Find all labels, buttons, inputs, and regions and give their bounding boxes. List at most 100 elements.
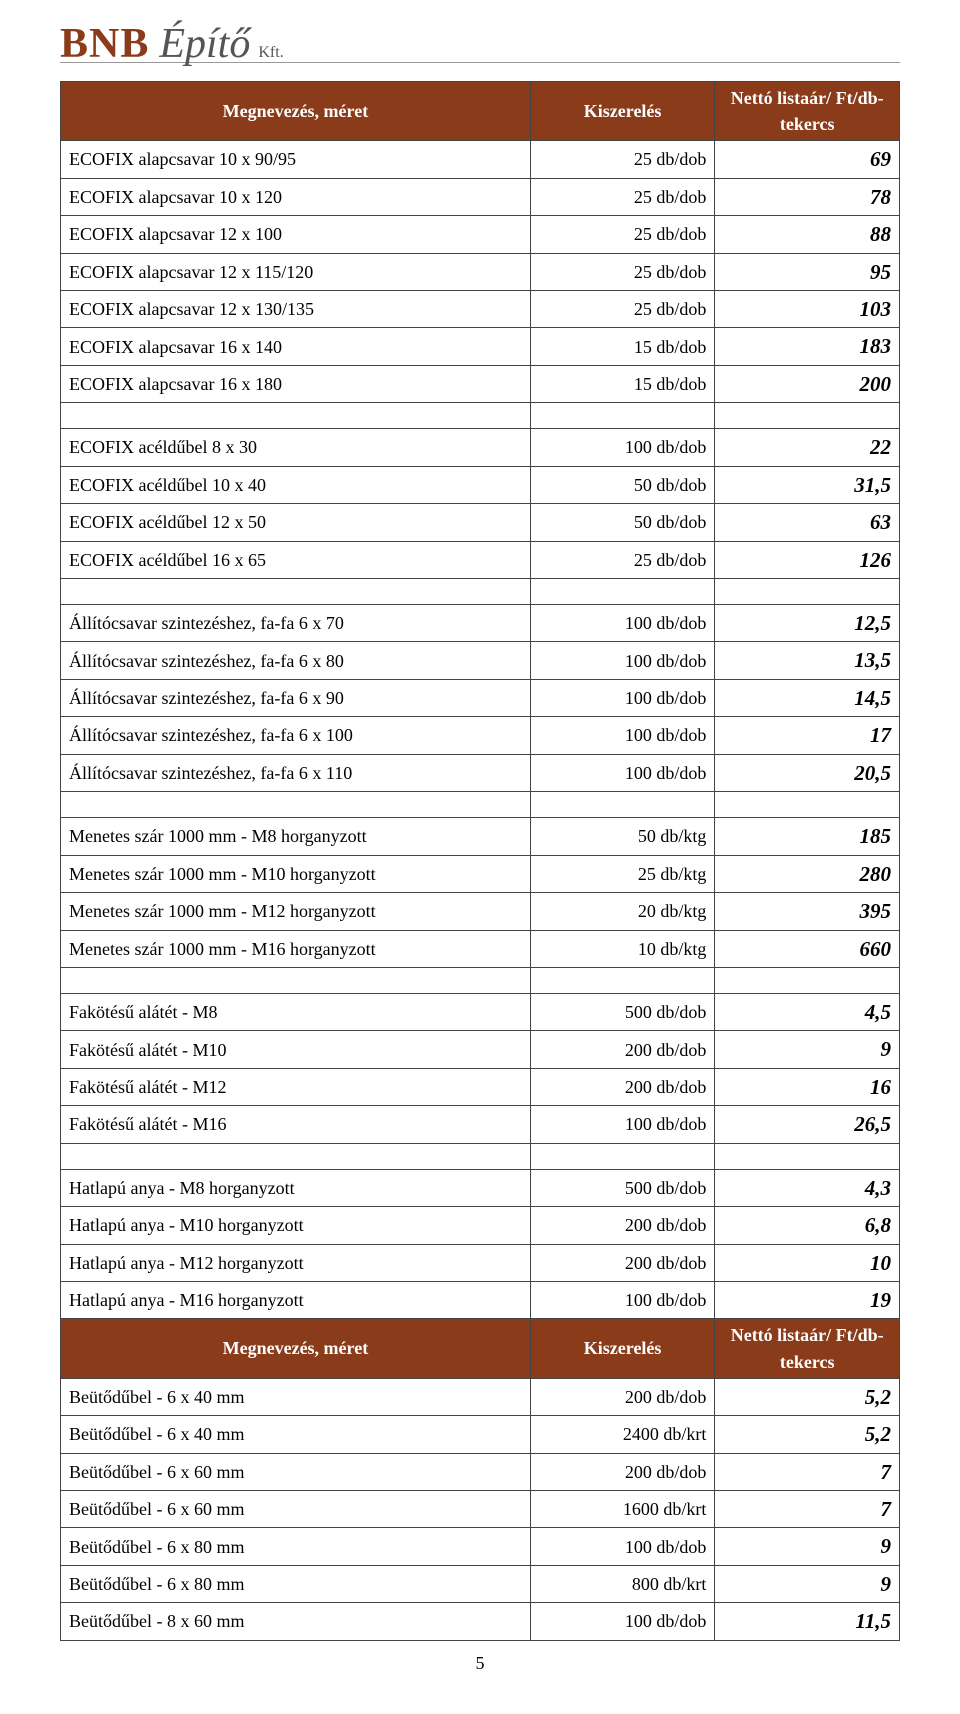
spacer-row — [61, 967, 900, 993]
empty-cell — [61, 967, 531, 993]
table-row: Beütődűbel - 6 x 60 mm200 db/dob7 — [61, 1453, 900, 1490]
packaging-cell: 15 db/dob — [530, 328, 715, 365]
product-name-cell: ECOFIX acéldűbel 10 x 40 — [61, 466, 531, 503]
price-cell: 13,5 — [715, 642, 900, 679]
price-cell: 9 — [715, 1031, 900, 1068]
product-name-cell: ECOFIX alapcsavar 10 x 120 — [61, 178, 531, 215]
logo-bnb: BNB — [60, 21, 149, 67]
table-row: ECOFIX acéldűbel 16 x 6525 db/dob126 — [61, 541, 900, 578]
price-cell: 185 — [715, 818, 900, 855]
price-cell: 95 — [715, 253, 900, 290]
empty-cell — [61, 579, 531, 605]
product-name-cell: Beütődűbel - 6 x 80 mm — [61, 1528, 531, 1565]
packaging-cell: 100 db/dob — [530, 1106, 715, 1143]
price-cell: 4,3 — [715, 1169, 900, 1206]
table-header-row: Megnevezés, méretKiszerelésNettó listaár… — [61, 82, 900, 141]
price-cell: 9 — [715, 1528, 900, 1565]
product-name-cell: Állítócsavar szintezéshez, fa-fa 6 x 80 — [61, 642, 531, 679]
price-cell: 14,5 — [715, 679, 900, 716]
packaging-cell: 100 db/dob — [530, 754, 715, 791]
product-name-cell: Hatlapú anya - M10 horganyzott — [61, 1207, 531, 1244]
empty-cell — [715, 579, 900, 605]
price-cell: 22 — [715, 429, 900, 466]
table-row: Hatlapú anya - M10 horganyzott200 db/dob… — [61, 1207, 900, 1244]
price-cell: 7 — [715, 1490, 900, 1527]
packaging-cell: 10 db/ktg — [530, 930, 715, 967]
table-row: ECOFIX acéldűbel 10 x 4050 db/dob31,5 — [61, 466, 900, 503]
packaging-cell: 25 db/dob — [530, 216, 715, 253]
table-row: ECOFIX alapcsavar 12 x 130/13525 db/dob1… — [61, 290, 900, 327]
product-name-cell: Menetes szár 1000 mm - M16 horganyzott — [61, 930, 531, 967]
product-name-cell: Beütődűbel - 6 x 60 mm — [61, 1490, 531, 1527]
table-row: Beütődűbel - 6 x 60 mm1600 db/krt7 — [61, 1490, 900, 1527]
packaging-cell: 200 db/dob — [530, 1378, 715, 1415]
table-row: Beütődűbel - 6 x 80 mm100 db/dob9 — [61, 1528, 900, 1565]
price-cell: 17 — [715, 717, 900, 754]
price-cell: 9 — [715, 1565, 900, 1602]
table-row: ECOFIX alapcsavar 16 x 18015 db/dob200 — [61, 365, 900, 402]
price-cell: 103 — [715, 290, 900, 327]
empty-cell — [715, 792, 900, 818]
price-cell: 5,2 — [715, 1416, 900, 1453]
product-name-cell: Menetes szár 1000 mm - M8 horganyzott — [61, 818, 531, 855]
price-cell: 660 — [715, 930, 900, 967]
spacer-row — [61, 579, 900, 605]
table-row: ECOFIX alapcsavar 10 x 12025 db/dob78 — [61, 178, 900, 215]
table-header-cell: Nettó listaár/ Ft/db-tekercs — [715, 82, 900, 141]
price-cell: 26,5 — [715, 1106, 900, 1143]
packaging-cell: 500 db/dob — [530, 993, 715, 1030]
page-number: 5 — [60, 1653, 900, 1674]
table-row: Menetes szár 1000 mm - M10 horganyzott25… — [61, 855, 900, 892]
packaging-cell: 200 db/dob — [530, 1031, 715, 1068]
product-name-cell: Állítócsavar szintezéshez, fa-fa 6 x 110 — [61, 754, 531, 791]
packaging-cell: 2400 db/krt — [530, 1416, 715, 1453]
table-row: Beütődűbel - 6 x 40 mm2400 db/krt5,2 — [61, 1416, 900, 1453]
packaging-cell: 100 db/dob — [530, 605, 715, 642]
product-name-cell: Fakötésű alátét - M8 — [61, 993, 531, 1030]
table-row: Hatlapú anya - M8 horganyzott500 db/dob4… — [61, 1169, 900, 1206]
product-name-cell: Fakötésű alátét - M12 — [61, 1068, 531, 1105]
table-row: ECOFIX alapcsavar 16 x 14015 db/dob183 — [61, 328, 900, 365]
empty-cell — [61, 403, 531, 429]
empty-cell — [61, 1143, 531, 1169]
product-name-cell: Beütődűbel - 6 x 60 mm — [61, 1453, 531, 1490]
product-name-cell: Beütődűbel - 6 x 80 mm — [61, 1565, 531, 1602]
logo-kft: Kft. — [258, 44, 283, 61]
price-cell: 6,8 — [715, 1207, 900, 1244]
product-name-cell: Beütődűbel - 6 x 40 mm — [61, 1416, 531, 1453]
empty-cell — [530, 579, 715, 605]
price-cell: 78 — [715, 178, 900, 215]
table-row: ECOFIX alapcsavar 12 x 115/12025 db/dob9… — [61, 253, 900, 290]
product-name-cell: ECOFIX acéldűbel 8 x 30 — [61, 429, 531, 466]
table-header-row: Megnevezés, méretKiszerelésNettó listaár… — [61, 1319, 900, 1378]
product-name-cell: Állítócsavar szintezéshez, fa-fa 6 x 100 — [61, 717, 531, 754]
packaging-cell: 20 db/ktg — [530, 893, 715, 930]
packaging-cell: 25 db/dob — [530, 290, 715, 327]
table-row: Állítócsavar szintezéshez, fa-fa 6 x 901… — [61, 679, 900, 716]
table-row: Állítócsavar szintezéshez, fa-fa 6 x 801… — [61, 642, 900, 679]
packaging-cell: 25 db/ktg — [530, 855, 715, 892]
table-header-cell: Kiszerelés — [530, 82, 715, 141]
packaging-cell: 100 db/dob — [530, 1603, 715, 1640]
product-name-cell: Menetes szár 1000 mm - M10 horganyzott — [61, 855, 531, 892]
product-name-cell: ECOFIX alapcsavar 12 x 115/120 — [61, 253, 531, 290]
empty-cell — [715, 1143, 900, 1169]
packaging-cell: 100 db/dob — [530, 642, 715, 679]
price-cell: 11,5 — [715, 1603, 900, 1640]
packaging-cell: 15 db/dob — [530, 365, 715, 402]
table-header-cell: Kiszerelés — [530, 1319, 715, 1378]
logo-epito: Építő — [159, 21, 250, 67]
packaging-cell: 1600 db/krt — [530, 1490, 715, 1527]
price-cell: 88 — [715, 216, 900, 253]
price-cell: 183 — [715, 328, 900, 365]
packaging-cell: 100 db/dob — [530, 1282, 715, 1319]
table-row: Beütődűbel - 8 x 60 mm100 db/dob11,5 — [61, 1603, 900, 1640]
table-header-cell: Nettó listaár/ Ft/db-tekercs — [715, 1319, 900, 1378]
packaging-cell: 25 db/dob — [530, 178, 715, 215]
table-row: Menetes szár 1000 mm - M8 horganyzott50 … — [61, 818, 900, 855]
table-row: Állítócsavar szintezéshez, fa-fa 6 x 110… — [61, 754, 900, 791]
product-name-cell: Hatlapú anya - M16 horganyzott — [61, 1282, 531, 1319]
table-row: Beütődűbel - 6 x 80 mm800 db/krt9 — [61, 1565, 900, 1602]
table-row: Hatlapú anya - M12 horganyzott200 db/dob… — [61, 1244, 900, 1281]
product-name-cell: Állítócsavar szintezéshez, fa-fa 6 x 70 — [61, 605, 531, 642]
